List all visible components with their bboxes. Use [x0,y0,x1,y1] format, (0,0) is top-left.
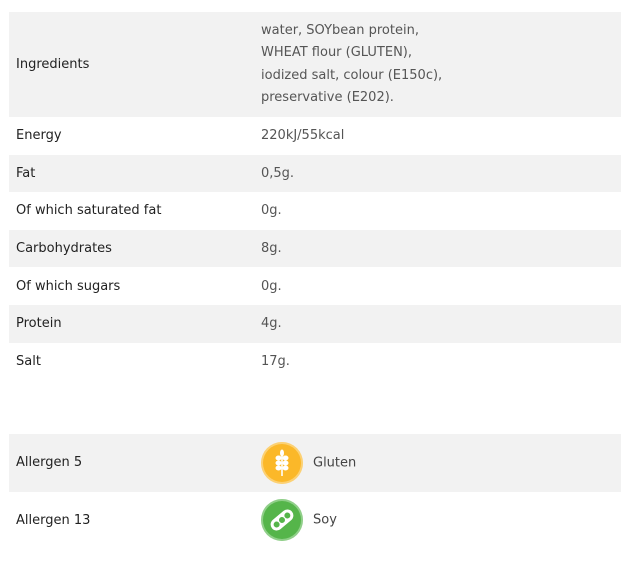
row-label: Protein [16,316,62,332]
table-row: Carbohydrates 8g. [9,229,621,268]
allergen-label: Allergen 13 [16,512,91,528]
row-value: 8g. [261,241,282,257]
table-row: Allergen 13 Soy [9,492,621,550]
allergen-name: Gluten [313,455,357,471]
ingredients-line: iodized salt, colour (E150c), [261,67,443,83]
allergen-name: Soy [313,512,337,528]
allergen-table: Allergen 5 Gluten Allergen 13 Soy [9,434,621,549]
row-label: Salt [16,353,41,369]
wheat-icon [261,441,303,484]
ingredients-line: preservative (E202). [261,90,394,105]
row-value: 17g. [261,353,290,369]
row-value: 4g. [261,316,282,332]
table-row: Of which sugars 0g. [9,267,621,305]
soybean-icon [261,499,303,542]
table-row: Salt 17g. [9,343,621,381]
table-row: Of which saturated fat 0g. [9,192,621,230]
table-row: Ingredients water, SOYbean protein, WHEA… [9,12,621,117]
table-row: Protein 4g. [9,304,621,343]
row-label: Ingredients [16,57,90,72]
row-label: Of which sugars [16,278,121,294]
row-value: 220kJ/55kcal [261,128,345,144]
row-label: Carbohydrates [16,241,112,257]
row-label: Fat [16,165,36,181]
table-row: Energy 220kJ/55kcal [9,117,621,155]
allergen-label: Allergen 5 [16,455,83,471]
row-value: 0g. [261,203,282,219]
row-value: 0g. [261,278,282,294]
table-row: Allergen 5 Gluten [9,434,621,492]
row-value: 0,5g. [261,165,295,181]
row-value: water, SOYbean protein, WHEAT flour (GLU… [261,12,621,117]
table-row: Fat 0,5g. [9,154,621,193]
row-label: Of which saturated fat [16,203,162,219]
ingredients-line: water, SOYbean protein, [261,22,419,38]
row-label: Energy [16,128,62,144]
nutrition-table: Ingredients water, SOYbean protein, WHEA… [9,12,621,380]
ingredients-line: WHEAT flour (GLUTEN), [261,45,412,60]
